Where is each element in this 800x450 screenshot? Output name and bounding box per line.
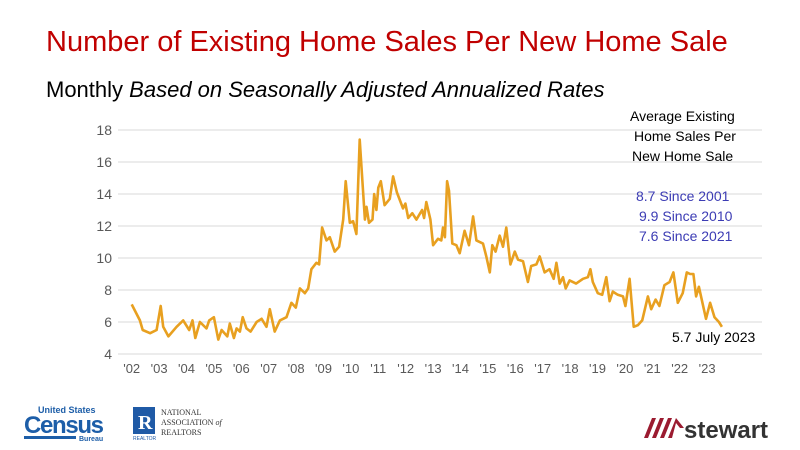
x-tick-label: '18 [562, 361, 579, 376]
x-tick-label: '09 [315, 361, 332, 376]
x-tick-label: '19 [589, 361, 606, 376]
stewart-logo: stewart [644, 417, 768, 442]
y-tick-label: 6 [104, 314, 112, 330]
x-tick-label: '16 [507, 361, 524, 376]
x-tick-label: '10 [342, 361, 359, 376]
svg-text:NATIONAL: NATIONAL [161, 408, 202, 417]
average-since-2010: 9.9 Since 2010 [639, 208, 733, 224]
svg-text:REALTOR: REALTOR [133, 436, 157, 441]
x-tick-label: '20 [616, 361, 633, 376]
annotation-heading-3: New Home Sale [632, 148, 734, 164]
y-tick-label: 12 [96, 218, 112, 234]
gridlines [118, 129, 762, 355]
svg-text:REALTORS: REALTORS [161, 428, 201, 437]
x-tick-label: '13 [425, 361, 442, 376]
x-axis-ticks: '02 '03 '04 '05 '06 '07 '08 '09 '10 '11 '12 '13 '14 '… [123, 361, 715, 376]
x-tick-label: '02 [123, 361, 140, 376]
svg-text:stewart: stewart [684, 417, 768, 442]
x-tick-label: '06 [233, 361, 250, 376]
average-since-2001: 8.7 Since 2001 [636, 188, 730, 204]
svg-text:ASSOCIATION of: ASSOCIATION of [161, 418, 223, 427]
subtitle-prefix: Monthly [46, 77, 124, 102]
latest-value-label: 5.7 July 2023 [672, 329, 756, 345]
y-tick-label: 14 [96, 186, 112, 202]
y-tick-label: 16 [96, 154, 112, 170]
nar-logo: R REALTOR NATIONAL ASSOCIATION of REALTO… [133, 407, 223, 441]
x-tick-label: '23 [699, 361, 716, 376]
annotation-heading-1: Average Existing [630, 108, 735, 124]
x-tick-label: '07 [260, 361, 277, 376]
svg-text:R: R [138, 412, 153, 434]
svg-text:United States: United States [38, 405, 96, 415]
x-tick-label: '12 [397, 361, 414, 376]
subtitle-italic: Based on Seasonally Adjusted Annualized … [129, 77, 605, 102]
y-tick-label: 10 [96, 250, 112, 266]
census-bureau-logo: United States Census Bureau [24, 405, 104, 443]
x-tick-label: '15 [479, 361, 496, 376]
x-tick-label: '14 [452, 361, 469, 376]
average-since-2021: 7.6 Since 2021 [639, 228, 733, 244]
x-tick-label: '05 [205, 361, 222, 376]
series-line [130, 138, 724, 341]
x-tick-label: '08 [288, 361, 305, 376]
svg-text:Census: Census [24, 412, 104, 439]
y-axis-ticks: 4 6 8 10 12 14 16 18 [96, 122, 112, 362]
y-tick-label: 18 [96, 122, 112, 138]
chart-title: Number of Existing Home Sales Per New Ho… [46, 26, 728, 58]
x-tick-label: '11 [370, 361, 386, 376]
y-tick-label: 4 [104, 346, 112, 362]
svg-text:Bureau: Bureau [79, 436, 103, 443]
annotation-heading-2: Home Sales Per [634, 128, 736, 144]
chart-subtitle: Monthly Based on Seasonally Adjusted Ann… [46, 77, 605, 103]
x-tick-label: '17 [534, 361, 551, 376]
x-tick-label: '03 [151, 361, 168, 376]
x-tick-label: '22 [671, 361, 688, 376]
x-tick-label: '04 [178, 361, 195, 376]
y-tick-label: 8 [104, 282, 112, 298]
x-tick-label: '21 [644, 361, 661, 376]
